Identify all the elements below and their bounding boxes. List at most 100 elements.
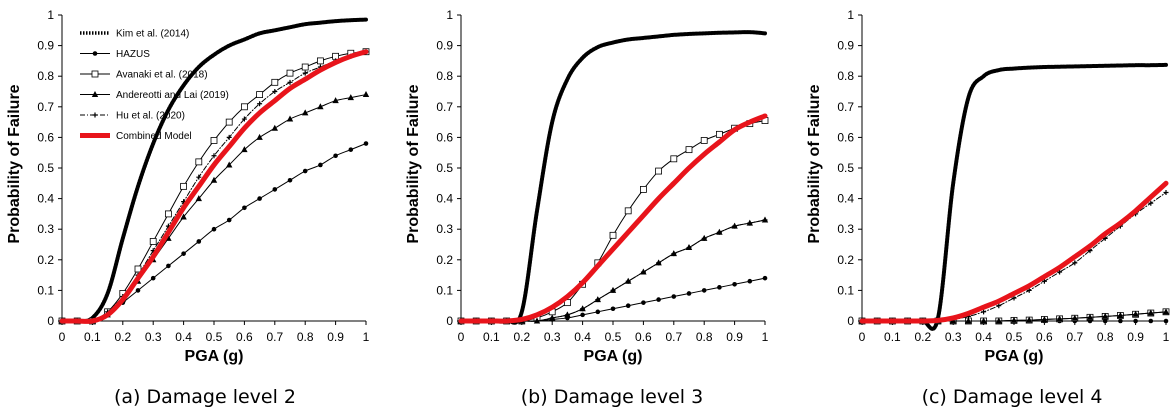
series-avanaki bbox=[457, 117, 769, 325]
x-tick-label: 0.8 bbox=[297, 330, 314, 344]
data-point-avanaki bbox=[286, 69, 294, 77]
legend-swatch-marker bbox=[91, 70, 99, 78]
legend-label: Andereotti and Lai (2019) bbox=[116, 90, 229, 101]
x-tick-label: 0.9 bbox=[327, 330, 344, 344]
legend-item-hazus: HAZUS bbox=[80, 49, 150, 60]
data-point-hazus bbox=[625, 303, 631, 309]
data-point-avanaki bbox=[271, 78, 279, 86]
x-tick-label: 0.5 bbox=[1006, 330, 1023, 344]
x-tick-label: 0.3 bbox=[145, 330, 162, 344]
data-point-hazus bbox=[747, 278, 753, 284]
data-point-avanaki bbox=[240, 103, 248, 111]
y-axis-title: Probability of Failure bbox=[6, 84, 23, 243]
y-tick-label: 0 bbox=[446, 314, 453, 328]
y-tick-label: 0.3 bbox=[37, 222, 54, 236]
legend-label: Combined Model bbox=[116, 131, 192, 142]
data-point-hu bbox=[564, 312, 570, 318]
data-point-hazus bbox=[135, 288, 141, 293]
data-point-hazus bbox=[333, 153, 338, 159]
data-point-avanaki bbox=[195, 158, 203, 166]
data-point-hu bbox=[625, 278, 631, 284]
series-andreotti bbox=[58, 91, 370, 324]
data-point-hu bbox=[747, 220, 753, 226]
y-tick-label: 0.8 bbox=[37, 69, 54, 83]
data-point-hu bbox=[716, 229, 722, 235]
data-point-hu bbox=[701, 235, 707, 241]
data-point-hu bbox=[580, 306, 586, 312]
series-line-outline-kim bbox=[461, 31, 766, 324]
series-line-combined bbox=[859, 180, 1169, 324]
data-point-andreotti bbox=[1147, 309, 1154, 316]
legend-swatch-marker bbox=[92, 51, 98, 56]
y-tick-label: 0.2 bbox=[837, 253, 854, 267]
series-line-kim bbox=[860, 62, 1168, 331]
series-line-kim bbox=[459, 30, 767, 325]
data-point-avanaki bbox=[180, 182, 188, 190]
data-point-andreotti bbox=[980, 317, 987, 324]
x-axis-title: PGA (g) bbox=[185, 348, 244, 365]
x-tick-label: 0 bbox=[59, 330, 66, 344]
y-tick-label: 1 bbox=[847, 8, 854, 22]
data-point-andreotti bbox=[995, 317, 1002, 324]
series-kim bbox=[60, 17, 368, 324]
data-point-andreotti bbox=[362, 91, 370, 98]
data-point-hu bbox=[534, 318, 540, 324]
legend-label: Kim et al. (2014) bbox=[116, 29, 189, 40]
data-point-avanaki bbox=[655, 167, 662, 175]
legend-item-hu: Hu et al. (2020) bbox=[80, 111, 185, 122]
data-point-hu bbox=[272, 89, 278, 94]
x-axis-title: PGA (g) bbox=[985, 348, 1044, 365]
y-tick-label: 0.7 bbox=[37, 100, 54, 114]
series-kim bbox=[860, 62, 1168, 331]
data-point-hazus bbox=[302, 168, 308, 174]
data-point-andreotti bbox=[1162, 308, 1170, 315]
data-point-avanaki bbox=[301, 63, 309, 71]
data-point-andreotti bbox=[302, 109, 309, 116]
data-point-avanaki bbox=[225, 118, 233, 126]
legend-item-avanaki: Avanaki et al. (2018) bbox=[80, 70, 208, 81]
y-tick-label: 0.7 bbox=[837, 100, 854, 114]
data-point-hu bbox=[211, 153, 217, 159]
data-point-hu bbox=[241, 116, 247, 122]
series-combined bbox=[59, 49, 369, 324]
legend-label: Avanaki et al. (2018) bbox=[116, 70, 208, 81]
x-tick-label: 0 bbox=[859, 330, 866, 344]
panel-caption: (b) Damage level 3 bbox=[521, 386, 703, 408]
data-point-hu bbox=[257, 101, 263, 107]
data-point-avanaki bbox=[609, 231, 617, 239]
x-tick-label: 0.4 bbox=[175, 330, 192, 344]
y-tick-label: 0.5 bbox=[37, 161, 54, 175]
x-tick-label: 0.2 bbox=[114, 330, 131, 344]
data-point-hu bbox=[671, 251, 677, 257]
data-point-avanaki bbox=[716, 130, 723, 138]
x-tick-label: 1 bbox=[363, 330, 370, 344]
x-tick-label: 0 bbox=[458, 330, 465, 344]
x-tick-label: 0.9 bbox=[1127, 330, 1144, 344]
y-tick-label: 0.4 bbox=[37, 192, 54, 206]
y-tick-label: 0.7 bbox=[436, 100, 453, 114]
data-point-avanaki bbox=[700, 137, 708, 144]
data-point-hu bbox=[549, 315, 555, 321]
x-tick-label: 0.1 bbox=[884, 330, 901, 344]
data-point-hu bbox=[302, 70, 308, 76]
data-point-hazus bbox=[257, 196, 262, 201]
data-point-hazus bbox=[242, 205, 247, 211]
x-tick-label: 0.3 bbox=[544, 330, 561, 344]
series-line-outline-kim bbox=[61, 19, 367, 322]
x-tick-label: 0.4 bbox=[975, 330, 992, 344]
data-point-hu bbox=[996, 303, 1002, 309]
x-tick-label: 0.5 bbox=[605, 330, 622, 344]
y-tick-label: 0.6 bbox=[37, 130, 54, 144]
data-point-hazus bbox=[701, 288, 707, 293]
x-tick-label: 0.7 bbox=[266, 330, 283, 344]
data-point-hu bbox=[610, 287, 616, 293]
data-point-hazus bbox=[610, 306, 616, 312]
y-axis-title: Probability of Failure bbox=[806, 84, 823, 243]
data-point-avanaki bbox=[624, 207, 632, 215]
y-tick-label: 0.2 bbox=[436, 253, 453, 267]
y-tick-label: 0.6 bbox=[837, 130, 854, 144]
y-tick-label: 0.6 bbox=[436, 130, 453, 144]
y-tick-label: 0.5 bbox=[436, 161, 453, 175]
data-point-hu bbox=[686, 245, 692, 251]
data-point-andreotti bbox=[286, 115, 294, 122]
